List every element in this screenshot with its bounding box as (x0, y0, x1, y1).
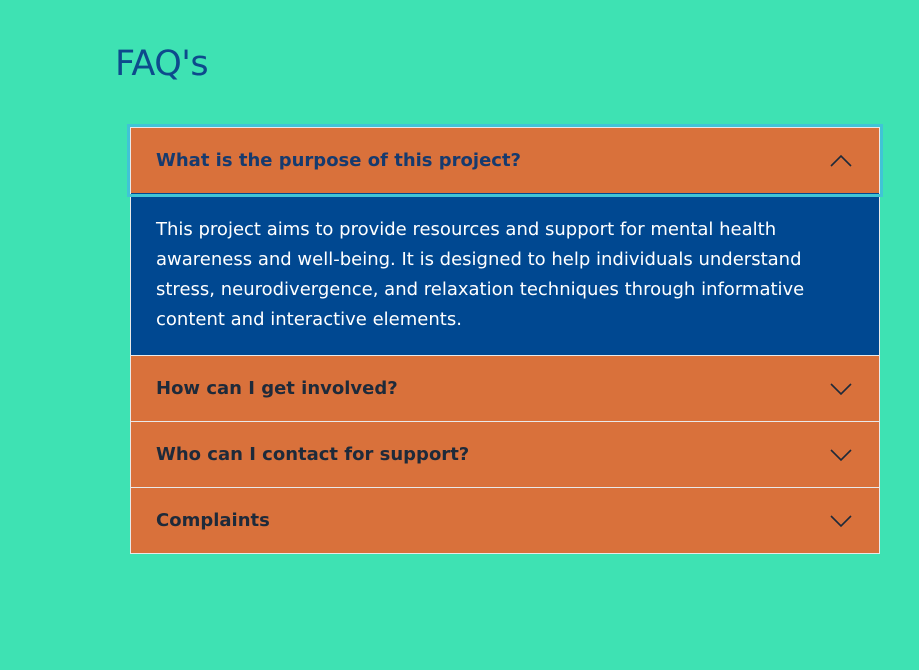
faq-question: How can I get involved? (156, 378, 398, 399)
faq-toggle-purpose[interactable]: What is the purpose of this project? (127, 124, 883, 197)
chevron-down-icon (829, 514, 853, 528)
chevron-up-icon (829, 154, 853, 168)
chevron-down-icon (829, 382, 853, 396)
faq-item-contact: Who can I contact for support? (131, 421, 879, 487)
faq-toggle-involved[interactable]: How can I get involved? (131, 356, 879, 421)
faq-question: Complaints (156, 510, 270, 531)
chevron-down-icon (829, 448, 853, 462)
faq-item-purpose: What is the purpose of this project? Thi… (127, 124, 883, 355)
faq-toggle-contact[interactable]: Who can I contact for support? (131, 422, 879, 487)
page-title: FAQ's (115, 44, 209, 84)
faq-question: What is the purpose of this project? (156, 150, 522, 171)
faq-item-involved: How can I get involved? (131, 355, 879, 421)
faq-question: Who can I contact for support? (156, 444, 470, 465)
faq-answer: This project aims to provide resources a… (131, 193, 879, 355)
faq-answer-text: This project aims to provide resources a… (156, 219, 805, 330)
faq-item-complaints: Complaints (131, 487, 879, 553)
faq-toggle-complaints[interactable]: Complaints (131, 488, 879, 553)
faq-accordion: What is the purpose of this project? Thi… (127, 124, 883, 554)
